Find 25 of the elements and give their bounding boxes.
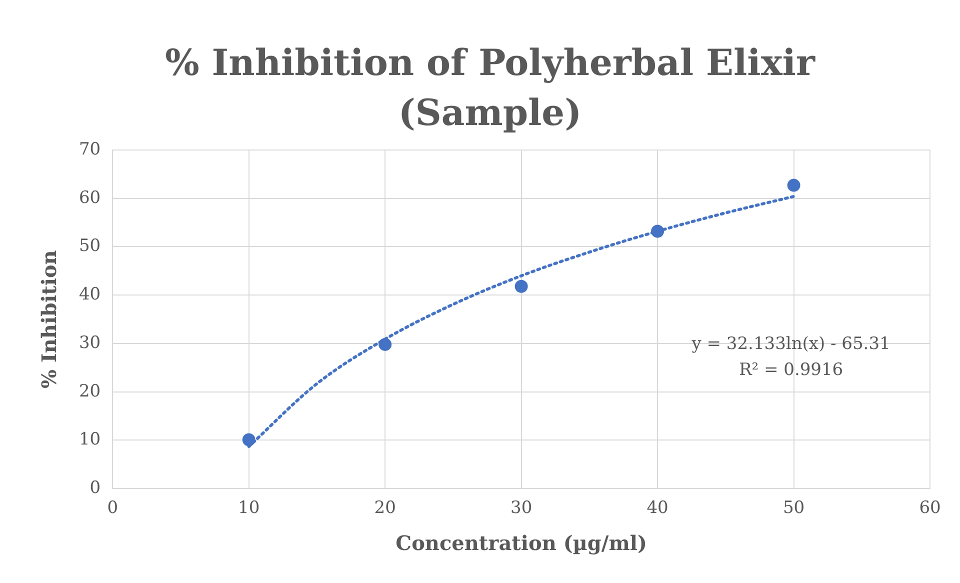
x-tick-label: 50: [782, 498, 805, 518]
y-tick-label: 60: [78, 188, 101, 208]
point: [787, 178, 800, 192]
y-tick-label: 30: [78, 332, 101, 353]
y-tick-label: 10: [78, 430, 101, 450]
chart-title: % Inhibition of Polyherbal Elixir (Sample): [164, 41, 816, 136]
x-tick-label: 40: [646, 498, 668, 518]
y-axis-title: % Inhibition: [37, 250, 62, 388]
annotation: R² = 0.9916: [738, 360, 844, 380]
x-tick-label: 20: [374, 498, 396, 518]
annotation: y = 32.133ln(x) - 65.31: [690, 334, 890, 354]
y-tick-label: 0: [90, 478, 101, 498]
point: [651, 224, 664, 238]
point: [514, 280, 528, 293]
y-tick-label: 40: [78, 284, 101, 305]
point: [378, 338, 392, 351]
x-axis-title: Concentration (µg/ml): [396, 531, 647, 556]
y-tick-label: 70: [78, 139, 101, 160]
point: [242, 433, 256, 446]
x-tick-label: 0: [107, 498, 118, 518]
y-tick-label: 50: [78, 236, 101, 256]
x-tick-label: 60: [919, 498, 941, 518]
x-tick-label: 30: [510, 498, 532, 518]
x-tick-label: 10: [238, 498, 260, 518]
y-tick-label: 20: [78, 381, 101, 402]
